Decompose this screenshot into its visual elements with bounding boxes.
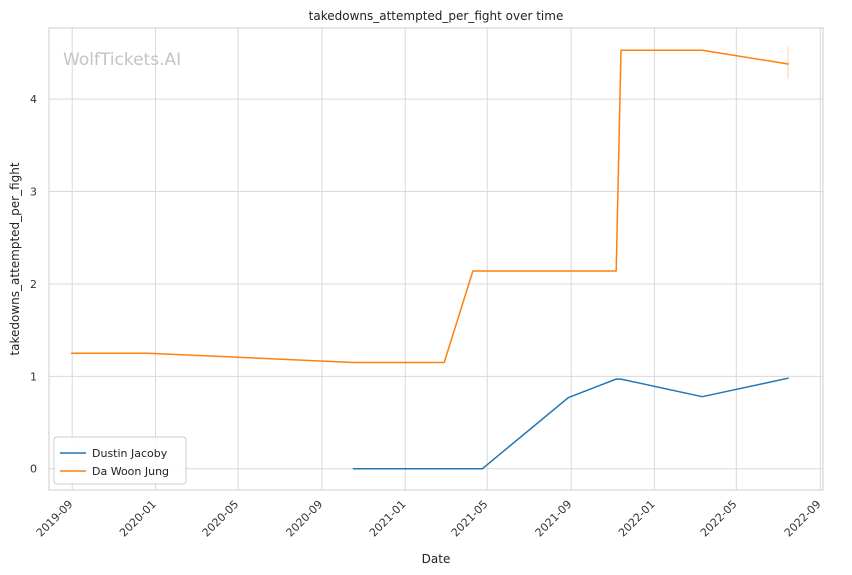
y-tick-label: 2 (30, 278, 37, 291)
legend: Dustin Jacoby Da Woon Jung (53, 436, 187, 485)
plot-frame (48, 27, 824, 491)
series-line-dustin-jacoby (352, 377, 789, 470)
y-tick-label: 3 (30, 186, 37, 199)
series-line-da-woon-jung (70, 49, 789, 364)
y-tick-label: 0 (30, 463, 37, 476)
y-axis-title: takedowns_attempted_per_fight (8, 162, 22, 355)
watermark: WolfTickets.AI (63, 50, 181, 70)
legend-label: Dustin Jacoby (92, 447, 168, 460)
legend-box (53, 436, 187, 485)
y-tick-label: 1 (30, 370, 37, 383)
plot-area (49, 28, 823, 490)
series-lines (70, 49, 789, 470)
y-tick-labels: 0 1 2 3 4 (30, 93, 37, 476)
legend-label: Da Woon Jung (92, 465, 169, 478)
x-axis-title: Date (422, 552, 451, 566)
chart-title: takedowns_attempted_per_fight over time (309, 9, 564, 23)
y-tick-label: 4 (30, 93, 37, 106)
